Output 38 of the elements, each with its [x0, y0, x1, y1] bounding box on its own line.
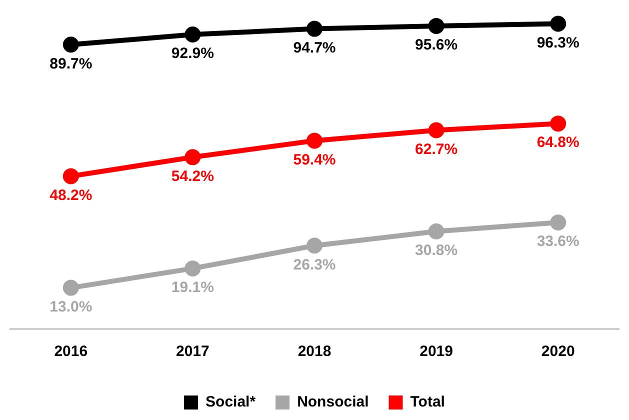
- data-label: 26.3%: [293, 256, 336, 274]
- x-tick-label: 2020: [541, 343, 575, 360]
- point: [428, 223, 444, 240]
- point: [428, 18, 444, 34]
- legend-label: Nonsocial: [297, 394, 369, 411]
- point: [550, 16, 566, 32]
- data-label: 30.8%: [415, 242, 458, 260]
- point: [550, 214, 566, 230]
- data-label: 96.3%: [536, 34, 580, 52]
- point: [184, 26, 201, 43]
- legend-label: Social*: [206, 394, 256, 411]
- point: [306, 238, 322, 254]
- data-label: 64.8%: [536, 134, 580, 152]
- data-label: 92.9%: [171, 45, 214, 62]
- point: [306, 20, 322, 37]
- data-label: 19.1%: [171, 279, 214, 296]
- x-tick-label: 2018: [298, 343, 332, 360]
- point: [62, 280, 79, 296]
- data-label: 89.7%: [50, 55, 92, 72]
- x-tick-label: 2019: [420, 343, 453, 360]
- point: [428, 122, 444, 138]
- data-label: 62.7%: [415, 140, 458, 158]
- x-tick-label: 2017: [176, 343, 210, 360]
- point: [184, 149, 201, 166]
- point: [306, 132, 322, 149]
- data-label: 54.2%: [171, 168, 214, 185]
- point: [62, 168, 79, 184]
- data-label: 94.7%: [293, 39, 336, 56]
- x-tick-label: 2016: [54, 343, 88, 360]
- data-label: 13.0%: [50, 298, 92, 316]
- data-label: 48.2%: [50, 186, 92, 204]
- legend-label: Total: [410, 394, 445, 411]
- point: [62, 36, 79, 53]
- data-label: 59.4%: [293, 151, 336, 168]
- data-label: 95.6%: [415, 36, 458, 54]
- data-label: 33.6%: [536, 233, 580, 250]
- point: [550, 116, 566, 132]
- point: [184, 260, 201, 276]
